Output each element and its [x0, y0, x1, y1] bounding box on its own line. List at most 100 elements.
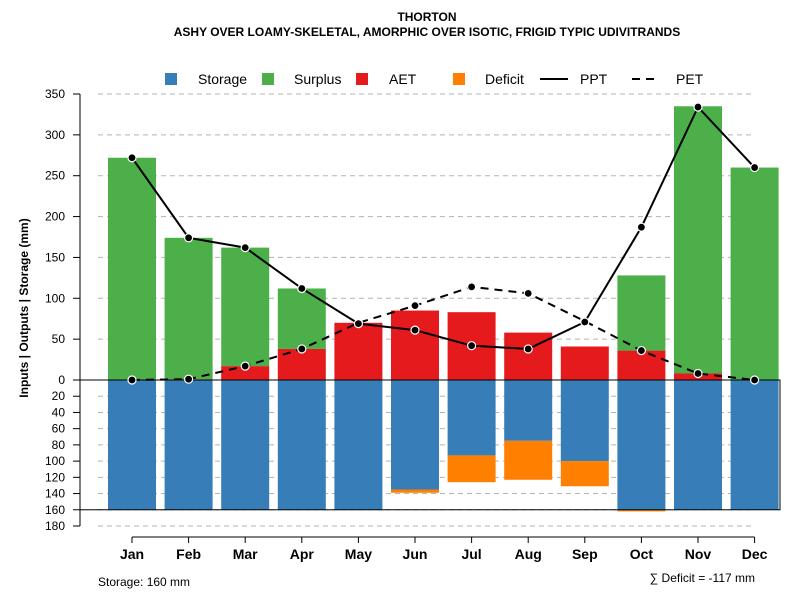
legend-label-storage: Storage [198, 71, 247, 87]
y-tick-label-upper-250: 250 [45, 169, 65, 183]
x-tick-label-may: May [345, 546, 372, 562]
x-tick-label-feb: Feb [176, 546, 201, 562]
legend-label-pet: PET [676, 71, 704, 87]
y-axis-label: Inputs | Outputs | Storage (mm) [17, 218, 31, 397]
y-tick-label-upper-50: 50 [52, 332, 66, 346]
y-tick-label-upper-0: 0 [58, 373, 65, 387]
y-tick-label-lower-60: 60 [52, 422, 66, 436]
chart-title: THORTON [397, 10, 456, 24]
ppt-point-dec [749, 162, 760, 173]
surplus-bar-oct [617, 275, 666, 351]
pet-point-feb [184, 374, 194, 384]
ppt-point-oct [636, 222, 647, 232]
ppt-point-may [353, 319, 363, 329]
storage-bar-jun [391, 380, 439, 490]
pet-point-apr [297, 344, 307, 354]
x-tick-label-dec: Dec [742, 546, 768, 562]
x-tick-label-nov: Nov [685, 546, 712, 562]
deficit-bar-aug [504, 440, 553, 480]
storage-bar-dec [730, 380, 779, 510]
bars [79, 106, 781, 512]
pet-point-jun [410, 301, 420, 311]
deficit-bar-sep [560, 461, 609, 487]
ppt-point-jan [127, 153, 137, 163]
y-tick-label-lower-80: 80 [52, 438, 66, 452]
ppt-point-feb [184, 233, 194, 243]
x-tick-label-jun: Jun [403, 546, 428, 562]
y-tick-label-upper-300: 300 [45, 128, 65, 142]
legend-swatch-aet [356, 73, 368, 85]
pet-point-jan [127, 375, 137, 385]
y-tick-label-lower-160: 160 [45, 503, 65, 517]
legend-label-ppt: PPT [580, 71, 608, 87]
surplus-bar-apr [277, 288, 326, 349]
ppt-point-sep [580, 317, 590, 327]
y-tick-label-lower-40: 40 [52, 405, 66, 419]
x-tick-label-oct: Oct [630, 546, 654, 562]
aet-bar-aug [504, 332, 553, 380]
x-tick-label-jan: Jan [120, 546, 144, 562]
pet-line [131, 285, 755, 381]
y-tick-label-upper-350: 350 [45, 87, 65, 101]
y-tick-label-upper-200: 200 [45, 210, 65, 224]
legend-swatch-surplus [262, 73, 274, 85]
pet-point-aug [523, 288, 533, 298]
storage-note: Storage: 160 mm [98, 575, 190, 589]
legend-swatch-deficit [453, 73, 465, 85]
ppt-point-mar [240, 243, 250, 253]
deficit-bar-jul [447, 455, 496, 483]
legend-label-deficit: Deficit [485, 71, 524, 87]
x-tick-label-mar: Mar [233, 546, 258, 562]
pet-point-nov [693, 368, 703, 379]
storage-bar-sep [560, 380, 609, 462]
aet-bar-may [334, 322, 383, 380]
storage-bar-aug [504, 380, 553, 441]
legend: Storage Surplus AET Deficit PPT PET [165, 71, 704, 87]
storage-bar-may [334, 380, 383, 510]
storage-bar-feb [164, 380, 213, 510]
ppt-line [131, 105, 756, 350]
y-tick-label-lower-140: 140 [45, 487, 65, 501]
legend-swatch-storage [165, 73, 177, 85]
y-tick-label-lower-180: 180 [45, 519, 65, 533]
ppt-point-jun [410, 325, 420, 335]
y-tick-label-upper-150: 150 [45, 250, 65, 264]
ppt-point-apr [297, 283, 307, 294]
storage-bar-jul [447, 380, 496, 456]
x-tick-label-jul: Jul [461, 546, 481, 562]
chart-subtitle: ASHY OVER LOAMY-SKELETAL, AMORPHIC OVER … [174, 25, 680, 39]
aet-bar-oct [617, 350, 666, 380]
surplus-bar-jan [108, 157, 156, 380]
deficit-note: ∑ Deficit = -117 mm [650, 571, 755, 585]
legend-label-surplus: Surplus [294, 71, 341, 87]
storage-bar-apr [277, 380, 326, 510]
axes: 0 50 100 150 200 250 300 350 20 40 60 80 100 120 140 16… [45, 87, 768, 562]
aet-bar-sep [560, 346, 609, 380]
storage-bar-jan [108, 380, 156, 510]
y-tick-label-upper-100: 100 [45, 291, 65, 305]
ppt-point-nov [693, 102, 703, 112]
surplus-bar-dec [730, 167, 779, 380]
surplus-bar-nov [674, 106, 722, 374]
pet-point-jul [467, 282, 477, 292]
x-tick-label-apr: Apr [290, 546, 315, 562]
y-tick-label-lower-100: 100 [45, 454, 65, 468]
ppt-point-jul [467, 341, 477, 351]
series-lines [127, 102, 760, 385]
deficit-bar-jun [391, 489, 439, 493]
pet-point-oct [636, 345, 647, 356]
pet-point-dec [749, 375, 760, 385]
surplus-bar-feb [164, 237, 213, 380]
storage-bar-mar [221, 380, 270, 510]
x-tick-label-aug: Aug [515, 546, 542, 562]
pet-point-mar [240, 361, 250, 371]
x-tick-label-sep: Sep [572, 546, 598, 562]
deficit-bar-oct [617, 509, 666, 512]
surplus-bar-mar [221, 247, 270, 367]
legend-label-aet: AET [389, 71, 417, 87]
y-tick-label-lower-120: 120 [45, 470, 65, 484]
aet-bar-jun [391, 310, 439, 380]
ppt-point-aug [523, 344, 533, 354]
storage-bar-oct [617, 380, 666, 510]
